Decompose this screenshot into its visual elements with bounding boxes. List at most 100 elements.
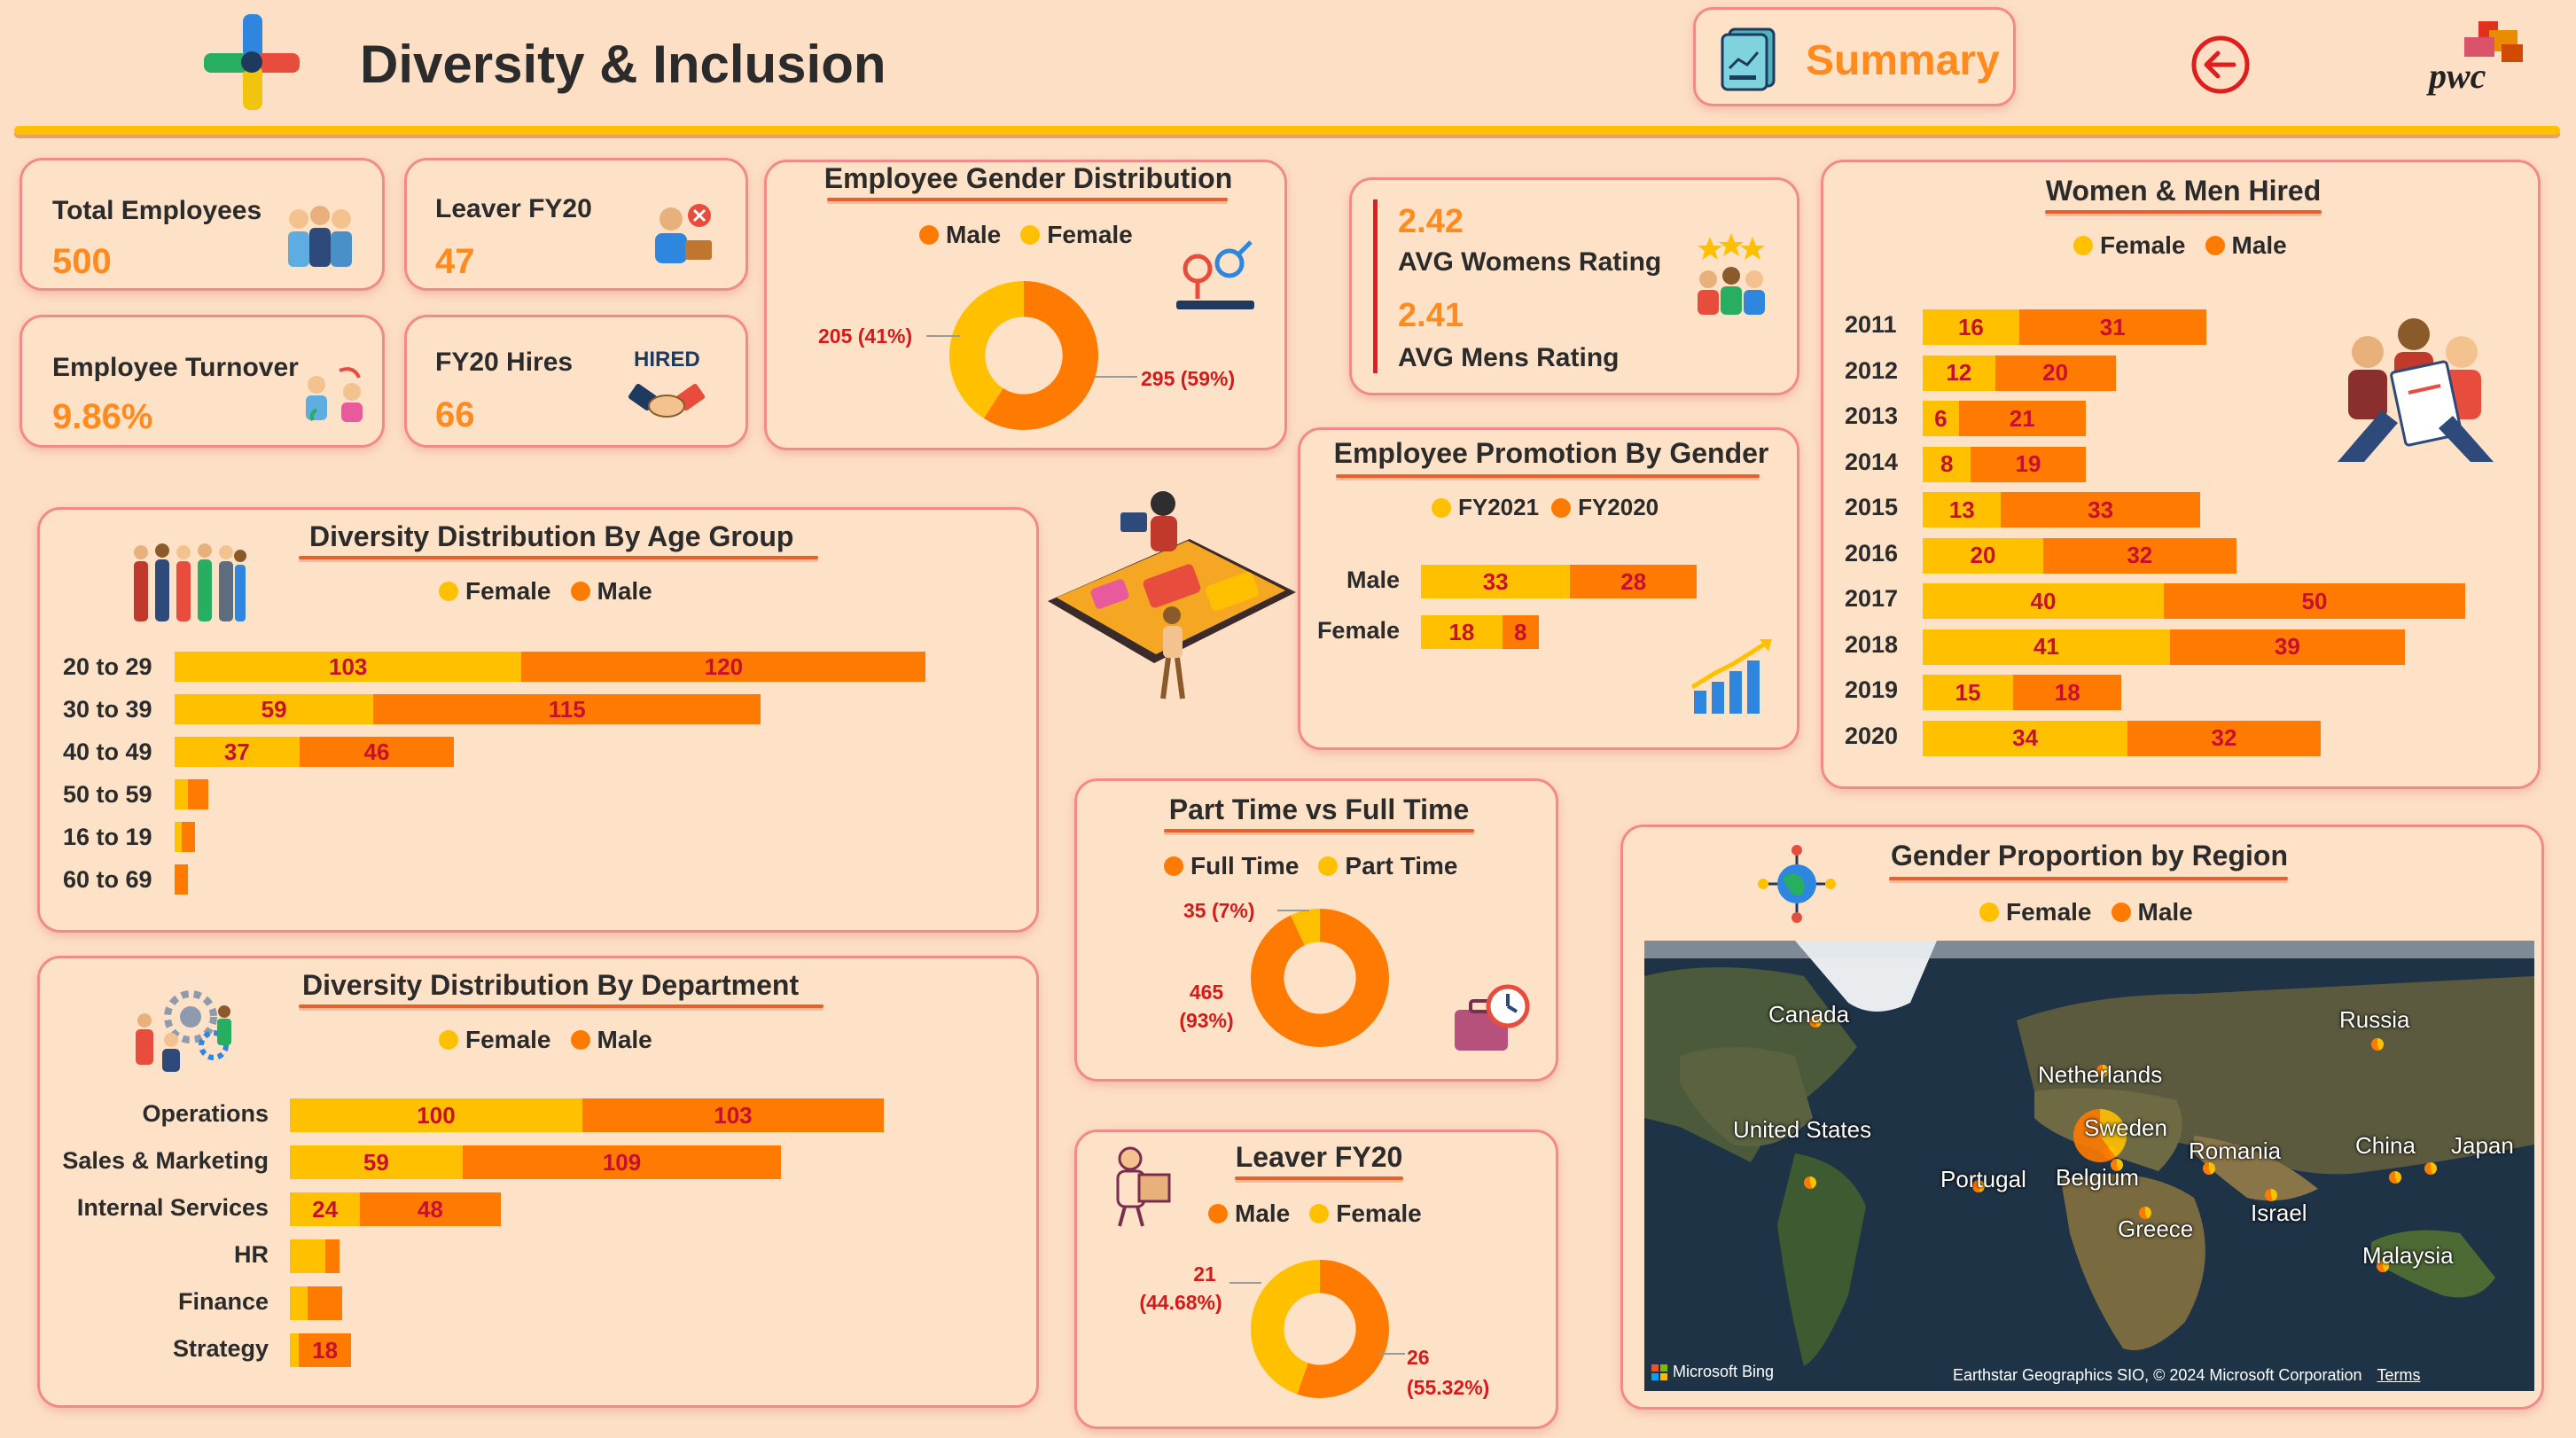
bar-row-label: HR bbox=[234, 1241, 269, 1268]
legend-female: Female bbox=[2100, 231, 2186, 259]
female-bar[interactable] bbox=[290, 1286, 308, 1320]
map-pin[interactable] bbox=[1972, 1180, 1985, 1192]
fy2020-bar[interactable]: 28 bbox=[1570, 565, 1698, 598]
fy20-hires-value: 66 bbox=[435, 395, 475, 434]
male-bar[interactable] bbox=[188, 779, 208, 809]
bar-row-label: 2016 bbox=[1845, 539, 1899, 567]
female-bar[interactable]: 24 bbox=[290, 1192, 361, 1226]
map-pin[interactable] bbox=[2389, 1171, 2401, 1184]
leaver-title: Leaver FY20 bbox=[1235, 1141, 1403, 1173]
female-bar[interactable]: 6 bbox=[1923, 401, 1959, 436]
promotion-underline bbox=[1336, 474, 1760, 478]
map-pin[interactable] bbox=[2139, 1207, 2151, 1219]
male-bar[interactable]: 32 bbox=[2043, 537, 2236, 574]
female-bar[interactable] bbox=[290, 1239, 325, 1273]
male-bar[interactable]: 103 bbox=[582, 1098, 884, 1132]
bar-row-label: 20 to 29 bbox=[63, 653, 152, 680]
male-bar[interactable]: 32 bbox=[2127, 720, 2321, 756]
male-bar[interactable]: 31 bbox=[2018, 309, 2206, 345]
region-underline bbox=[1889, 877, 2288, 880]
female-slice[interactable] bbox=[949, 281, 1098, 430]
map-pin[interactable] bbox=[2377, 1260, 2389, 1272]
map-pin[interactable] bbox=[2424, 1162, 2437, 1175]
fy2021-bar[interactable]: 18 bbox=[1421, 615, 1503, 649]
female-bar[interactable]: 100 bbox=[290, 1098, 582, 1132]
male-bar[interactable]: 115 bbox=[373, 694, 761, 724]
female-bar[interactable]: 12 bbox=[1923, 355, 1995, 391]
female-bar[interactable]: 13 bbox=[1923, 492, 2002, 528]
female-bar[interactable]: 59 bbox=[175, 694, 374, 724]
male-bar[interactable]: 33 bbox=[2001, 492, 2200, 528]
female-bar[interactable] bbox=[175, 779, 189, 809]
map-pin[interactable] bbox=[1809, 1015, 1822, 1028]
full-time-count-label-1: 465 bbox=[1189, 981, 1224, 1004]
bar-row-label: Internal Services bbox=[76, 1194, 269, 1221]
female-bar[interactable]: 103 bbox=[175, 652, 522, 682]
male-bar[interactable]: 19 bbox=[1971, 446, 2086, 482]
gender-distribution-card: Employee Gender Distribution Male Female… bbox=[764, 160, 1287, 450]
female-bar[interactable]: 20 bbox=[1923, 537, 2043, 574]
male-bar[interactable]: 18 bbox=[2013, 675, 2122, 710]
male-bar[interactable] bbox=[324, 1239, 340, 1273]
male-bar[interactable]: 109 bbox=[462, 1145, 782, 1179]
female-bar[interactable] bbox=[290, 1333, 299, 1367]
bar-row-label: 40 to 49 bbox=[63, 739, 152, 765]
female-bar[interactable]: 16 bbox=[1923, 309, 2019, 345]
female-bar[interactable]: 37 bbox=[175, 737, 300, 767]
legend-male: Male bbox=[597, 577, 652, 605]
microsoft-logo-icon bbox=[1651, 1364, 1667, 1380]
female-bar[interactable]: 8 bbox=[1923, 446, 1971, 482]
summary-button[interactable]: Summary bbox=[1693, 7, 2016, 106]
map-pin[interactable] bbox=[1804, 1176, 1816, 1189]
male-bar[interactable]: 50 bbox=[2164, 583, 2465, 619]
female-bar[interactable]: 15 bbox=[1923, 675, 2013, 710]
promotion-title: Employee Promotion By Gender bbox=[1333, 437, 1769, 469]
full-time-count-label-2: (93%) bbox=[1179, 1009, 1234, 1032]
fy2020-bar[interactable]: 8 bbox=[1502, 615, 1539, 649]
bar-row-label: 2019 bbox=[1845, 676, 1899, 703]
map-pin[interactable] bbox=[2371, 1038, 2384, 1051]
part-time-slice[interactable] bbox=[1251, 909, 1389, 1047]
female-bar[interactable]: 41 bbox=[1923, 629, 2170, 665]
legend-fy2020: FY2020 bbox=[1578, 494, 1659, 520]
male-bar[interactable] bbox=[175, 864, 189, 895]
female-bar[interactable]: 40 bbox=[1923, 583, 2164, 619]
bar-row-label: 50 to 59 bbox=[63, 781, 152, 808]
part-full-card: Part Time vs Full Time Full Time Part Ti… bbox=[1074, 778, 1558, 1082]
female-slice[interactable] bbox=[1251, 1260, 1389, 1398]
gender-distribution-legend: Male Female bbox=[919, 221, 1133, 249]
back-arrow-icon[interactable] bbox=[2190, 34, 2252, 96]
male-bar[interactable]: 39 bbox=[2169, 629, 2405, 665]
male-bar[interactable]: 20 bbox=[1994, 355, 2116, 391]
male-bar[interactable] bbox=[181, 822, 195, 852]
world-map[interactable]: Canada Russia Netherlands United States Swed… bbox=[1644, 941, 2534, 1391]
bar-row-label: 60 to 69 bbox=[63, 866, 152, 893]
map-pin[interactable] bbox=[2203, 1162, 2215, 1175]
bar-row-label: 2017 bbox=[1845, 585, 1899, 612]
male-bar[interactable]: 18 bbox=[298, 1333, 352, 1367]
map-pin[interactable] bbox=[2265, 1189, 2277, 1201]
gender-distribution-title: Employee Gender Distribution bbox=[824, 162, 1233, 194]
map-country-label: Belgium bbox=[2056, 1164, 2139, 1191]
female-bar[interactable] bbox=[175, 822, 182, 852]
gender-distribution-underline bbox=[827, 198, 1228, 201]
social-media-phone-illustration bbox=[1048, 491, 1296, 699]
map-country-label: Canada bbox=[1768, 1001, 1850, 1028]
male-bar[interactable]: 120 bbox=[521, 652, 926, 682]
fy2021-bar[interactable]: 33 bbox=[1421, 565, 1571, 598]
female-bar[interactable]: 59 bbox=[290, 1145, 463, 1179]
turnover-icon bbox=[306, 367, 363, 422]
bar-row-label: Male bbox=[1346, 567, 1400, 593]
age-group-title: Diversity Distribution By Age Group bbox=[309, 520, 794, 552]
male-bar[interactable]: 46 bbox=[299, 737, 455, 767]
map-pin[interactable] bbox=[2096, 1065, 2109, 1077]
map-pin[interactable] bbox=[2111, 1159, 2123, 1171]
bar-row-label: 2020 bbox=[1845, 722, 1899, 749]
terms-link[interactable]: Terms bbox=[2377, 1366, 2421, 1384]
europe-cluster-pin[interactable] bbox=[2073, 1109, 2127, 1162]
male-bar[interactable] bbox=[307, 1286, 343, 1320]
female-bar[interactable]: 34 bbox=[1923, 720, 2128, 756]
male-bar[interactable]: 21 bbox=[1958, 401, 2086, 436]
male-bar[interactable]: 48 bbox=[360, 1192, 501, 1226]
part-full-legend: Full Time Part Time bbox=[1164, 852, 1457, 880]
